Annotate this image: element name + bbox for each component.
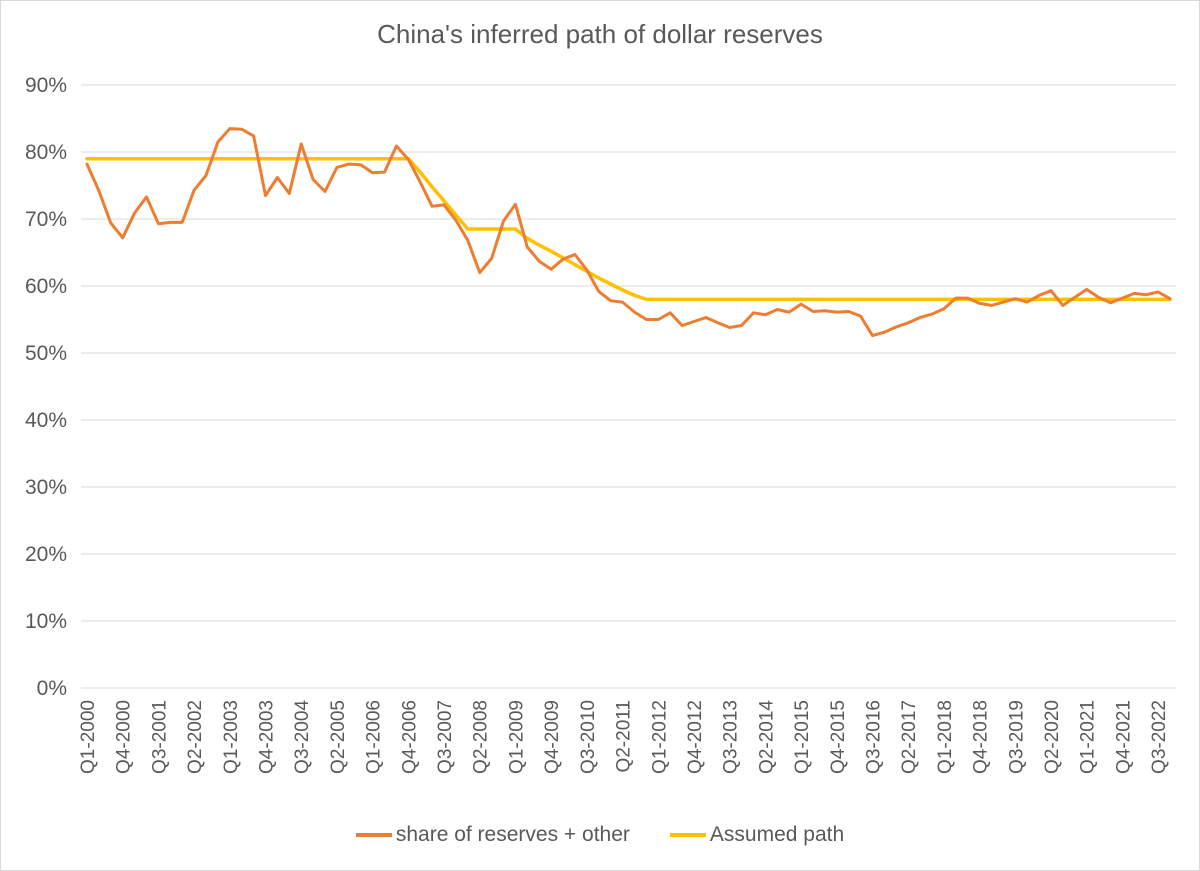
x-tick-label: Q1-2018 <box>935 700 956 774</box>
x-tick-label: Q4-2015 <box>828 700 849 774</box>
x-tick-label: Q4-2018 <box>971 700 992 774</box>
x-tick-label: Q2-2011 <box>614 700 635 773</box>
x-tick-label: Q1-2015 <box>792 700 813 774</box>
y-tick-label: 10% <box>25 610 67 633</box>
y-tick-label: 80% <box>25 141 67 164</box>
x-tick-label: Q3-2013 <box>721 700 742 774</box>
x-tick-label: Q4-2003 <box>256 700 277 774</box>
x-tick-label: Q1-2021 <box>1078 700 1099 774</box>
x-tick-label: Q2-2008 <box>471 700 492 774</box>
legend-swatch-assumed-path <box>669 833 706 837</box>
x-tick-label: Q2-2020 <box>1042 700 1063 774</box>
x-tick-label: Q1-2000 <box>78 700 99 774</box>
legend-label-assumed-path: Assumed path <box>709 823 845 846</box>
x-tick-label: Q1-2012 <box>649 700 670 774</box>
x-tick-label: Q1-2006 <box>364 700 385 774</box>
legend-label-share-of-reserves: share of reserves + other <box>395 823 630 846</box>
y-tick-label: 70% <box>25 208 67 231</box>
legend: share of reserves + other Assumed path <box>1 823 1199 847</box>
gridlines <box>81 84 1176 689</box>
x-tick-label: Q4-2000 <box>114 700 135 774</box>
series-line-assumed-path <box>85 156 1172 302</box>
y-tick-label: 0% <box>37 677 67 700</box>
x-tick-label: Q2-2002 <box>185 700 206 774</box>
x-tick-label: Q3-2019 <box>1006 700 1027 774</box>
x-tick-label: Q1-2009 <box>506 700 527 774</box>
x-tick-label: Q4-2021 <box>1113 700 1134 774</box>
y-tick-label: 50% <box>25 342 67 365</box>
x-tick-label: Q4-2006 <box>399 700 420 774</box>
y-tick-label: 90% <box>25 74 67 97</box>
series-lines <box>85 127 1172 338</box>
legend-item-assumed-path: Assumed path <box>669 823 845 847</box>
legend-item-share-of-reserves: share of reserves + other <box>355 823 630 847</box>
x-tick-label: Q3-2004 <box>292 700 313 774</box>
y-tick-label: 40% <box>25 409 67 432</box>
x-tick-label: Q3-2010 <box>578 700 599 774</box>
x-tick-label: Q2-2017 <box>899 700 920 774</box>
y-tick-label: 20% <box>25 543 67 566</box>
series-line-share-of-reserves <box>85 127 1172 338</box>
x-tick-label: Q2-2014 <box>756 700 777 774</box>
legend-swatch-share-of-reserves <box>355 833 392 837</box>
y-axis-ticks: 0% 10% 20% 30% 40% 50% 60% 70% 80% 90% <box>25 74 67 700</box>
x-tick-label: Q3-2007 <box>435 700 456 774</box>
y-tick-label: 60% <box>25 275 67 298</box>
x-tick-label: Q4-2012 <box>685 700 706 774</box>
x-tick-label: Q2-2005 <box>328 700 349 774</box>
y-tick-label: 30% <box>25 476 67 499</box>
x-tick-label: Q3-2001 <box>149 700 170 774</box>
chart-title: China's inferred path of dollar reserves <box>377 19 823 49</box>
x-tick-label: Q3-2016 <box>863 700 884 774</box>
x-tick-label: Q3-2022 <box>1149 700 1170 774</box>
x-tick-label: Q1-2003 <box>221 700 242 774</box>
x-tick-label: Q4-2009 <box>542 700 563 774</box>
x-axis-ticks: Q1-2000 Q4-2000 Q3-2001 Q2-2002 Q1-2003 Q4-20… <box>78 700 1170 774</box>
